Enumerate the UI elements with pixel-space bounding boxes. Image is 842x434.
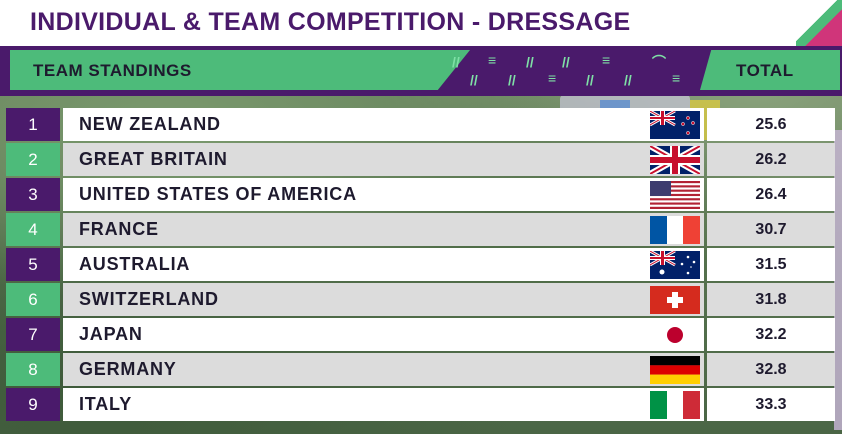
slash-pattern-icon: // xyxy=(452,54,460,70)
team-name: ITALY xyxy=(79,394,133,414)
rank-cell: 3 xyxy=(6,178,60,211)
total-label: TOTAL xyxy=(736,61,794,80)
team-standings-header xyxy=(10,50,470,90)
france-flag-icon xyxy=(650,216,700,244)
table-row: 1 NEW ZEALAND 25.6 xyxy=(6,108,835,141)
total-value: 30.7 xyxy=(707,213,835,246)
slash-pattern-icon: // xyxy=(562,54,570,70)
table-row: 8 GERMANY 32.8 xyxy=(6,353,835,386)
germany-flag-icon xyxy=(650,356,700,384)
table-row: 2 GREAT BRITAIN 26.2 xyxy=(6,143,835,176)
team-name: UNITED STATES OF AMERICA xyxy=(79,184,357,204)
team-cell: NEW ZEALAND xyxy=(63,108,704,141)
table-row: 6 SWITZERLAND 31.8 xyxy=(6,283,835,316)
rank-cell: 2 xyxy=(6,143,60,176)
slash-pattern-icon: // xyxy=(470,72,478,88)
rank-cell: 8 xyxy=(6,353,60,386)
team-name: JAPAN xyxy=(79,324,143,344)
header-pattern-decoration: // ≡ // // ≡ ⌒ // // ≡ // // ≡ xyxy=(430,50,700,90)
total-value: 25.6 xyxy=(707,108,835,141)
table-row: 4 FRANCE 30.7 xyxy=(6,213,835,246)
total-value: 33.3 xyxy=(707,388,835,421)
rank-cell: 6 xyxy=(6,283,60,316)
team-cell: FRANCE xyxy=(63,213,704,246)
new-zealand-flag-icon xyxy=(650,111,700,139)
slash-pattern-icon: // xyxy=(526,54,534,70)
slash-pattern-icon: // xyxy=(508,72,516,88)
team-name: GREAT BRITAIN xyxy=(79,149,228,169)
team-cell: ITALY xyxy=(63,388,704,421)
team-cell: SWITZERLAND xyxy=(63,283,704,316)
team-cell: GERMANY xyxy=(63,353,704,386)
japan-flag-icon xyxy=(650,321,700,349)
team-cell: AUSTRALIA xyxy=(63,248,704,281)
total-value: 32.8 xyxy=(707,353,835,386)
great-britain-flag-icon xyxy=(650,146,700,174)
page-title: INDIVIDUAL & TEAM COMPETITION - DRESSAGE xyxy=(30,8,631,36)
team-cell: JAPAN xyxy=(63,318,704,351)
switzerland-flag-icon xyxy=(650,286,700,314)
table-row: 9 ITALY 33.3 xyxy=(6,388,835,421)
total-value: 31.8 xyxy=(707,283,835,316)
rank-cell: 7 xyxy=(6,318,60,351)
table-row: 7 JAPAN 32.2 xyxy=(6,318,835,351)
title-bar: INDIVIDUAL & TEAM COMPETITION - DRESSAGE xyxy=(0,0,842,46)
total-header xyxy=(700,50,840,90)
bars-pattern-icon: ≡ xyxy=(488,52,497,68)
team-cell: GREAT BRITAIN xyxy=(63,143,704,176)
rank-cell: 9 xyxy=(6,388,60,421)
arrow-pattern-icon: ⌒ xyxy=(652,54,666,70)
bars-pattern-icon: ≡ xyxy=(602,52,611,68)
usa-flag-icon xyxy=(650,181,700,209)
table-row: 5 AUSTRALIA 31.5 xyxy=(6,248,835,281)
total-value: 26.2 xyxy=(707,143,835,176)
team-name: SWITZERLAND xyxy=(79,289,219,309)
slash-pattern-icon: // xyxy=(586,72,594,88)
background-blur-shape xyxy=(834,130,842,430)
total-value: 32.2 xyxy=(707,318,835,351)
rank-cell: 5 xyxy=(6,248,60,281)
slash-pattern-icon: // xyxy=(624,72,632,88)
rank-cell: 4 xyxy=(6,213,60,246)
bars-pattern-icon: ≡ xyxy=(548,70,557,86)
team-cell: UNITED STATES OF AMERICA xyxy=(63,178,704,211)
team-name: GERMANY xyxy=(79,359,177,379)
table-row: 3 UNITED STATES OF AMERICA 26.4 xyxy=(6,178,835,211)
team-name: FRANCE xyxy=(79,219,159,239)
australia-flag-icon xyxy=(650,251,700,279)
bars-pattern-icon: ≡ xyxy=(672,70,681,86)
total-value: 26.4 xyxy=(707,178,835,211)
title-accent-shape xyxy=(796,0,842,46)
italy-flag-icon xyxy=(650,391,700,419)
team-name: AUSTRALIA xyxy=(79,254,191,274)
team-standings-label: TEAM STANDINGS xyxy=(33,61,192,80)
rank-cell: 1 xyxy=(6,108,60,141)
total-value: 31.5 xyxy=(707,248,835,281)
team-name: NEW ZEALAND xyxy=(79,114,221,134)
